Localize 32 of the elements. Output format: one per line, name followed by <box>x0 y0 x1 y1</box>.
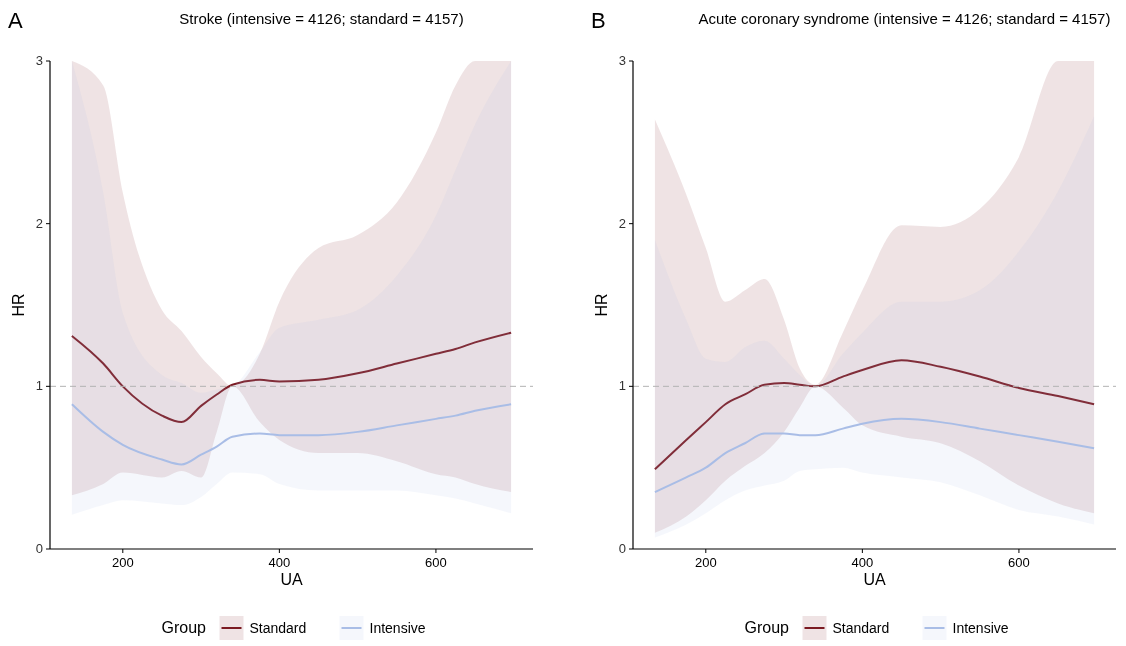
x-tick-label: 200 <box>111 555 134 570</box>
text: A <box>8 8 23 33</box>
y-tick-label: 3 <box>618 53 626 68</box>
line-series <box>70 331 513 424</box>
x-tick-label: 600 <box>1008 555 1030 570</box>
y-tick-label: 2 <box>618 215 626 231</box>
x-axis-title: UA <box>280 571 303 588</box>
x-tick-label: 600 <box>425 555 447 570</box>
legend-label: Standard <box>832 620 890 636</box>
chart-title: Stroke (intensive = 4126; standard = 4157) <box>179 10 464 27</box>
y-tick-label: 1 <box>35 378 43 394</box>
line-series <box>653 359 1096 471</box>
legend-label: Intensive <box>952 620 1009 636</box>
x-tick-label: 200 <box>694 555 717 570</box>
legend-label: Intensive <box>369 620 426 636</box>
line-series <box>70 403 513 466</box>
line-series <box>653 417 1096 494</box>
y-tick-label: 2 <box>35 215 43 231</box>
y-axis-title: HR <box>593 293 610 317</box>
legend-title: Group <box>161 619 207 636</box>
chart-title: Acute coronary syndrome (intensive = 4126; standard = 4157) <box>698 10 1111 27</box>
x-tick-label: 400 <box>268 555 291 570</box>
y-tick-label: 0 <box>618 541 626 556</box>
legend-label: Standard <box>249 620 307 636</box>
text: B <box>591 8 606 33</box>
y-tick-label: 3 <box>35 53 43 68</box>
x-tick-label: 400 <box>851 555 874 570</box>
legend-title: Group <box>744 619 790 636</box>
y-tick-label: 0 <box>35 541 43 556</box>
x-axis-title: UA <box>863 571 886 588</box>
y-axis-title: HR <box>10 293 27 317</box>
y-tick-label: 1 <box>618 378 626 394</box>
